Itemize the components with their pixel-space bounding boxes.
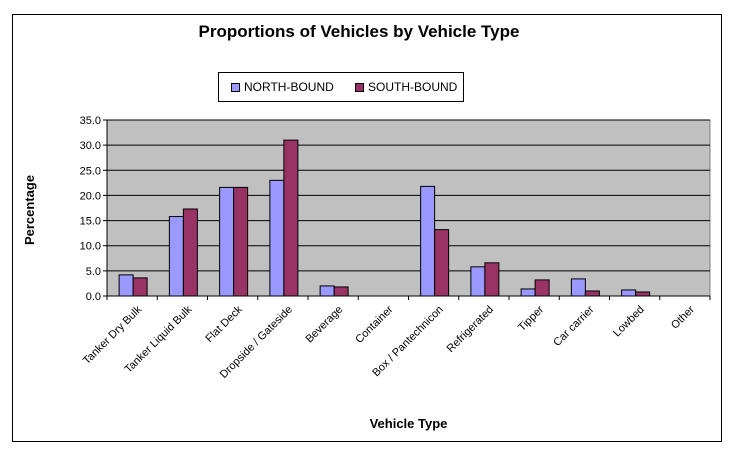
bar-south (584, 290, 600, 297)
x-tick-label: Refrigerated (445, 304, 496, 355)
legend-label-south: SOUTH-BOUND (368, 80, 458, 94)
legend: NORTH-BOUND SOUTH-BOUND (218, 72, 464, 102)
bar-north (269, 179, 285, 297)
bar-south (132, 277, 148, 297)
y-axis-title: Percentage (22, 175, 37, 245)
y-tick-label: 20.0 (80, 190, 101, 202)
bar-north (570, 278, 586, 297)
legend-label-north: NORTH-BOUND (244, 80, 334, 94)
y-tick-label: 0.0 (86, 291, 101, 303)
bar-south (233, 186, 249, 297)
legend-swatch-south (355, 82, 364, 92)
bar-north (621, 289, 637, 297)
x-tick-label: Flat Deck (203, 303, 245, 345)
legend-item-south: SOUTH-BOUND (355, 80, 457, 94)
x-tick-label: Container (353, 303, 395, 345)
x-tick-label: Other (669, 303, 697, 331)
y-tick-label: 35.0 (80, 115, 101, 127)
bar-south (283, 139, 299, 297)
chart-title: Proportions of Vehicles by Vehicle Type (198, 22, 520, 41)
bar-south (635, 291, 651, 297)
x-axis-title: Vehicle Type (370, 416, 448, 431)
y-tick-label: 10.0 (80, 241, 101, 253)
bar-south (434, 229, 450, 297)
bar-south (182, 208, 198, 297)
y-tick-label: 15.0 (80, 216, 101, 228)
legend-item-north: NORTH-BOUND (231, 80, 334, 94)
bar-north (168, 216, 184, 297)
bar-north (470, 266, 486, 297)
bar-north (319, 285, 335, 297)
bar-north (420, 185, 436, 297)
y-tick-label: 30.0 (80, 140, 101, 152)
bar-south (333, 286, 349, 297)
y-tick-label: 25.0 (80, 165, 101, 177)
plot-area (106, 119, 711, 297)
x-tick-label: Tipper (516, 303, 546, 333)
bar-north (520, 288, 536, 297)
x-tick-label: Lowbed (611, 304, 647, 340)
x-tick-label: Car carrier (551, 303, 596, 348)
bar-south (484, 262, 500, 297)
bar-north (118, 274, 134, 297)
legend-swatch-north (231, 82, 240, 92)
bar-north (219, 186, 235, 297)
bar-south (534, 279, 550, 297)
y-tick-label: 5.0 (86, 266, 101, 278)
x-tick-label: Beverage (303, 304, 345, 346)
